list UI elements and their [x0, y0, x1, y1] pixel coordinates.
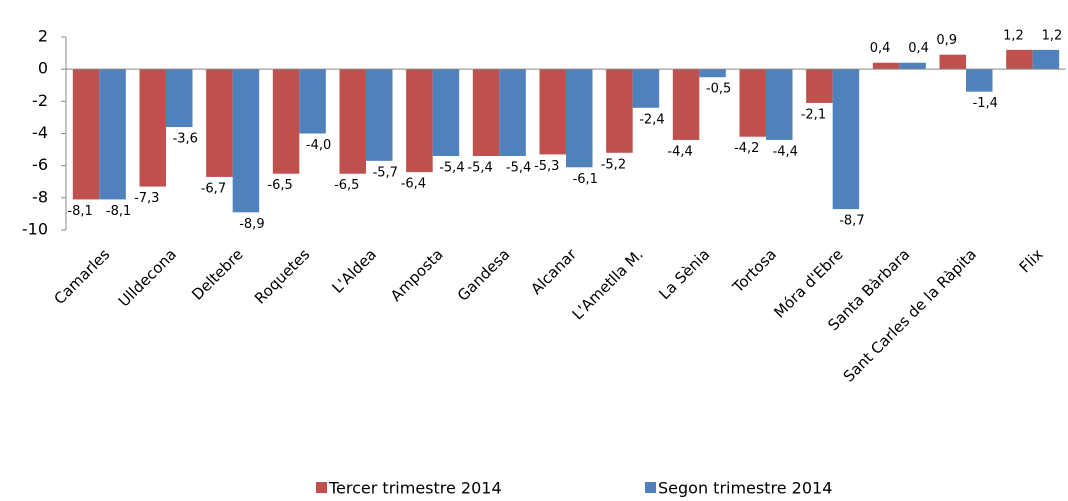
value-label: -0,5 — [706, 82, 731, 97]
y-tick-label: -8 — [32, 187, 48, 206]
bar — [206, 69, 233, 177]
value-label: -4,2 — [734, 141, 759, 156]
value-label: -1,4 — [973, 96, 998, 111]
y-tick-label: -4 — [32, 123, 48, 142]
bar — [499, 69, 526, 157]
value-label: -6,5 — [267, 178, 292, 193]
bar — [139, 69, 166, 187]
value-label: -5,7 — [373, 165, 398, 180]
value-label: -2,4 — [639, 112, 664, 127]
x-tick-label: Ulldecona — [115, 245, 180, 310]
bar — [899, 62, 926, 70]
y-tick-label: 0 — [38, 59, 48, 78]
bar — [432, 69, 460, 157]
value-label: -4,4 — [667, 144, 692, 159]
x-tick-label: Roquetes — [251, 245, 313, 307]
x-tick-label: L'Ametlla M. — [569, 245, 647, 323]
bar — [272, 69, 300, 174]
value-label: -6,5 — [334, 178, 359, 193]
bar — [166, 69, 193, 128]
value-label: -5,4 — [506, 161, 531, 176]
value-label: -3,6 — [173, 132, 198, 147]
bar — [72, 69, 100, 200]
legend-swatch — [316, 482, 327, 493]
legend-label: Tercer trimestre 2014 — [328, 479, 502, 498]
y-tick-label: -2 — [32, 91, 48, 110]
bar — [872, 62, 900, 70]
value-label: -8,1 — [106, 204, 131, 219]
value-label: -6,4 — [401, 177, 426, 192]
bar — [766, 69, 793, 140]
bar — [939, 54, 966, 70]
x-tick-label: Gandesa — [454, 245, 513, 304]
bar — [232, 69, 260, 213]
bar — [672, 69, 700, 140]
bar — [406, 69, 433, 173]
bar — [966, 69, 993, 92]
value-label: -8,9 — [239, 217, 264, 232]
value-label: 0,4 — [870, 41, 891, 56]
y-tick-label: -6 — [32, 155, 48, 174]
bar — [699, 69, 726, 78]
value-label: -5,4 — [439, 161, 464, 176]
x-tick-label: Flix — [1016, 245, 1047, 276]
y-tick-label: 2 — [38, 27, 48, 46]
value-label: -4,4 — [773, 144, 798, 159]
bar — [632, 69, 660, 108]
value-label: 1,2 — [1003, 28, 1024, 43]
bar — [339, 69, 366, 174]
x-tick-label: Camarles — [51, 245, 114, 308]
x-tick-label: Amposta — [387, 245, 447, 305]
bar — [566, 69, 593, 168]
legend-swatch — [645, 482, 656, 493]
value-label: -5,4 — [467, 161, 492, 176]
value-label: -6,7 — [201, 181, 226, 196]
x-tick-label: La Sènia — [655, 245, 713, 303]
bar — [1006, 49, 1033, 70]
value-label: -8,1 — [67, 204, 92, 219]
value-label: -5,2 — [601, 157, 626, 172]
bar — [299, 69, 326, 134]
x-tick-label: Tortosa — [728, 245, 780, 297]
value-label: -4,0 — [306, 138, 331, 153]
value-label: -7,3 — [134, 191, 159, 206]
value-label: -6,1 — [573, 172, 598, 187]
bar — [472, 69, 500, 157]
y-tick-label: -10 — [22, 220, 48, 239]
bar — [1032, 49, 1060, 70]
value-label: 0,9 — [936, 33, 957, 48]
bar — [806, 69, 833, 103]
bar — [99, 69, 126, 200]
bar — [606, 69, 633, 153]
bar — [739, 69, 766, 137]
value-label: -2,1 — [801, 107, 826, 122]
bar — [366, 69, 393, 161]
legend-label: Segon trimestre 2014 — [658, 479, 832, 498]
value-label: 1,2 — [1042, 28, 1063, 43]
x-tick-label: L'Aldea — [328, 245, 380, 297]
value-label: 0,4 — [908, 41, 929, 56]
value-label: -8,7 — [839, 214, 864, 229]
x-tick-label: Alcanar — [527, 245, 580, 298]
bar — [539, 69, 566, 155]
x-tick-label: Sant Carles de la Ràpita — [840, 245, 980, 385]
bar — [832, 69, 860, 210]
x-tick-label: Deltebre — [188, 245, 246, 303]
value-label: -5,3 — [534, 159, 559, 174]
